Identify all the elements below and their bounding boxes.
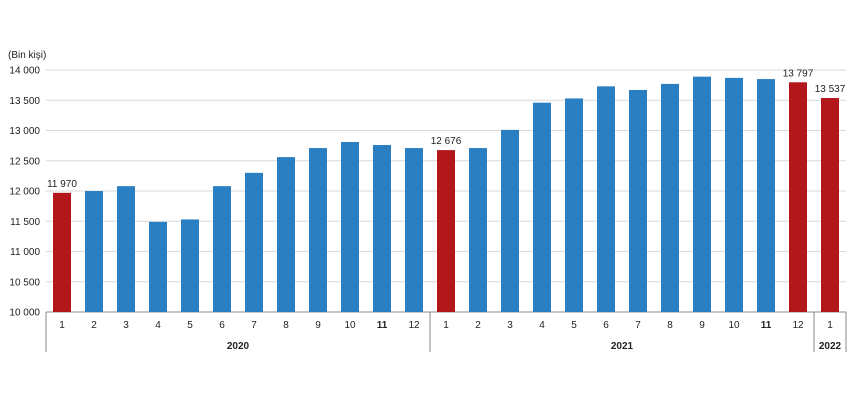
bar [149,221,167,312]
x-category-label: 11 [377,320,388,331]
bar-highlight [789,82,807,313]
x-category-label: 3 [123,320,129,331]
x-category-label: 1 [443,320,449,331]
x-category-label: 2 [91,320,97,331]
y-axis-ticks: 10 000 10 500 11 000 11 500 12 000 12 500 13 0… [9,66,40,319]
x-category-label: 1 [827,320,833,331]
year-label: 2020 [227,341,250,352]
x-category-label: 3 [507,320,513,331]
bar [501,129,519,312]
y-tick-label: 12 000 [9,187,40,198]
bar [757,79,775,312]
x-category-label: 12 [408,320,420,331]
bar [341,141,359,312]
x-category-label: 4 [539,320,545,331]
x-category-label: 9 [315,320,321,331]
bar [85,191,103,312]
bar [245,172,263,312]
y-tick-label: 13 000 [9,126,40,137]
bar [533,102,551,312]
x-category-label: 4 [155,320,161,331]
x-category-label: 2 [475,320,481,331]
x-category-label: 8 [283,320,289,331]
bar [469,148,487,312]
bar [373,145,391,312]
x-category-label: 5 [187,320,193,331]
bar [117,186,135,312]
bar-highlight [53,192,71,312]
y-tick-label: 11 500 [10,217,40,228]
x-category-label: 5 [571,320,577,331]
x-axis-categories: 1 2 3 4 5 6 7 8 9 10 11 12 1 2 3 4 5 6 7 8 9 10 11 12 1 [59,320,833,331]
bar-highlight [821,98,839,312]
y-tick-label: 12 500 [9,156,40,167]
bar [565,98,583,312]
data-label: 13 537 [815,84,846,95]
year-label: 2021 [611,341,634,352]
y-tick-label: 11 000 [10,247,40,258]
y-tick-label: 13 500 [9,96,40,107]
bar [277,157,295,312]
unit-label: (Bin kişi) [8,50,46,61]
x-category-label: 7 [635,320,641,331]
bar [661,83,679,312]
y-tick-label: 10 000 [9,308,40,319]
bar [629,89,647,312]
bar-series [53,76,839,313]
bar [181,219,199,312]
data-label: 11 970 [47,179,77,190]
bar [597,86,615,313]
x-category-label: 12 [792,320,804,331]
x-category-label: 10 [728,320,740,331]
x-category-label: 6 [603,320,609,331]
x-category-label: 6 [219,320,225,331]
x-category-label: 10 [344,320,356,331]
x-category-label: 11 [761,320,772,331]
x-category-label: 9 [699,320,705,331]
bar [725,77,743,313]
bar [693,76,711,312]
bar-highlight [437,150,455,312]
bar [213,186,231,312]
data-label: 12 676 [431,136,462,147]
y-tick-label: 14 000 [9,66,40,77]
year-label: 2022 [819,341,842,352]
bar [405,148,423,312]
x-category-label: 8 [667,320,673,331]
y-tick-label: 10 500 [9,277,40,288]
data-label: 13 797 [783,68,814,79]
bar [309,148,327,312]
x-category-label: 1 [59,320,65,331]
x-category-label: 7 [251,320,257,331]
x-axis-years: 2020 2021 2022 [45,312,847,352]
